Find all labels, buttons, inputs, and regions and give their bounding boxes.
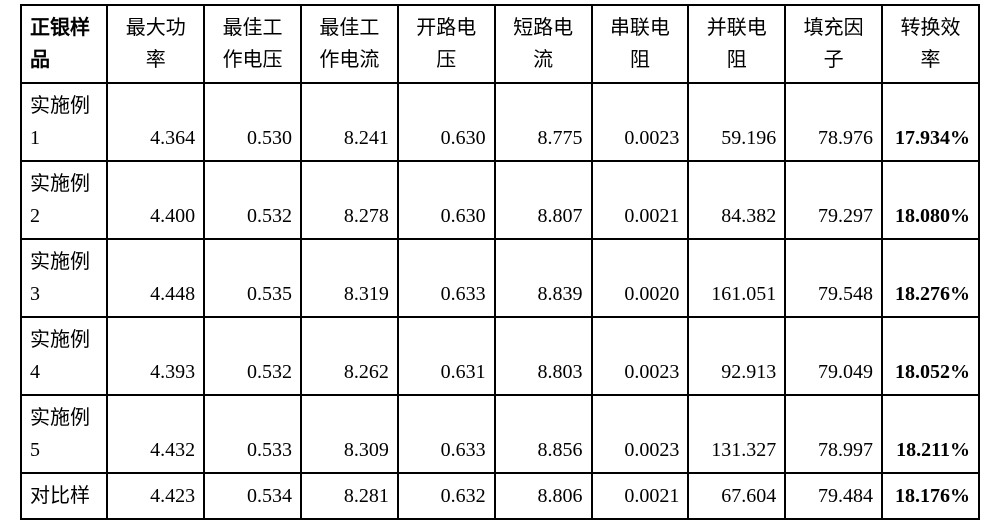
value-cell: 0.0021 (592, 161, 689, 239)
value-cell: 0.530 (204, 83, 301, 161)
sample-cell: 实施例 4 (21, 317, 107, 395)
value-cell: 0.631 (398, 317, 495, 395)
value-cell: 0.533 (204, 395, 301, 473)
value-cell: 4.364 (107, 83, 204, 161)
value-cell: 0.632 (398, 473, 495, 519)
sample-cell: 对比样 (21, 473, 107, 519)
value-cell: 0.0023 (592, 317, 689, 395)
col-header: 串联电阻 (592, 5, 689, 83)
value-cell: 8.309 (301, 395, 398, 473)
value-cell: 0.0021 (592, 473, 689, 519)
value-cell: 4.432 (107, 395, 204, 473)
value-cell: 8.241 (301, 83, 398, 161)
value-cell: 131.327 (688, 395, 785, 473)
value-cell: 0.633 (398, 395, 495, 473)
efficiency-cell: 18.276% (882, 239, 979, 317)
table-row: 实施例 1 4.364 0.530 8.241 0.630 8.775 0.00… (21, 83, 979, 161)
col-header: 填充因子 (785, 5, 882, 83)
efficiency-cell: 18.211% (882, 395, 979, 473)
value-cell: 0.0020 (592, 239, 689, 317)
value-cell: 0.633 (398, 239, 495, 317)
efficiency-cell: 18.176% (882, 473, 979, 519)
value-cell: 78.997 (785, 395, 882, 473)
value-cell: 4.423 (107, 473, 204, 519)
header-row: 正银样品 最大功率 最佳工作电压 最佳工作电流 开路电压 短路电流 串联电阻 并… (21, 5, 979, 83)
value-cell: 0.532 (204, 317, 301, 395)
sample-cell: 实施例 5 (21, 395, 107, 473)
value-cell: 161.051 (688, 239, 785, 317)
value-cell: 8.281 (301, 473, 398, 519)
col-header: 并联电阻 (688, 5, 785, 83)
value-cell: 8.775 (495, 83, 592, 161)
table-body: 实施例 1 4.364 0.530 8.241 0.630 8.775 0.00… (21, 83, 979, 519)
value-cell: 0.532 (204, 161, 301, 239)
col-header: 最佳工作电流 (301, 5, 398, 83)
value-cell: 79.484 (785, 473, 882, 519)
efficiency-cell: 17.934% (882, 83, 979, 161)
sample-cell: 实施例 2 (21, 161, 107, 239)
value-cell: 8.278 (301, 161, 398, 239)
value-cell: 8.803 (495, 317, 592, 395)
value-cell: 4.393 (107, 317, 204, 395)
col-header-sample: 正银样品 (21, 5, 107, 83)
col-header: 短路电流 (495, 5, 592, 83)
efficiency-cell: 18.052% (882, 317, 979, 395)
table-row: 实施例 3 4.448 0.535 8.319 0.633 8.839 0.00… (21, 239, 979, 317)
value-cell: 0.630 (398, 161, 495, 239)
value-cell: 59.196 (688, 83, 785, 161)
table-row: 实施例 2 4.400 0.532 8.278 0.630 8.807 0.00… (21, 161, 979, 239)
value-cell: 8.319 (301, 239, 398, 317)
value-cell: 0.0023 (592, 395, 689, 473)
value-cell: 0.0023 (592, 83, 689, 161)
data-table-container: 正银样品 最大功率 最佳工作电压 最佳工作电流 开路电压 短路电流 串联电阻 并… (20, 4, 980, 520)
col-header: 转换效率 (882, 5, 979, 83)
value-cell: 78.976 (785, 83, 882, 161)
value-cell: 79.297 (785, 161, 882, 239)
value-cell: 8.807 (495, 161, 592, 239)
value-cell: 67.604 (688, 473, 785, 519)
value-cell: 84.382 (688, 161, 785, 239)
value-cell: 0.630 (398, 83, 495, 161)
value-cell: 8.839 (495, 239, 592, 317)
col-header: 最佳工作电压 (204, 5, 301, 83)
value-cell: 8.262 (301, 317, 398, 395)
value-cell: 92.913 (688, 317, 785, 395)
value-cell: 0.535 (204, 239, 301, 317)
data-table: 正银样品 最大功率 最佳工作电压 最佳工作电流 开路电压 短路电流 串联电阻 并… (20, 4, 980, 520)
value-cell: 8.806 (495, 473, 592, 519)
efficiency-cell: 18.080% (882, 161, 979, 239)
value-cell: 79.049 (785, 317, 882, 395)
value-cell: 4.448 (107, 239, 204, 317)
col-header: 最大功率 (107, 5, 204, 83)
table-row: 实施例 5 4.432 0.533 8.309 0.633 8.856 0.00… (21, 395, 979, 473)
value-cell: 0.534 (204, 473, 301, 519)
table-row: 实施例 4 4.393 0.532 8.262 0.631 8.803 0.00… (21, 317, 979, 395)
value-cell: 4.400 (107, 161, 204, 239)
value-cell: 8.856 (495, 395, 592, 473)
table-header: 正银样品 最大功率 最佳工作电压 最佳工作电流 开路电压 短路电流 串联电阻 并… (21, 5, 979, 83)
table-row: 对比样 4.423 0.534 8.281 0.632 8.806 0.0021… (21, 473, 979, 519)
value-cell: 79.548 (785, 239, 882, 317)
sample-cell: 实施例 1 (21, 83, 107, 161)
sample-cell: 实施例 3 (21, 239, 107, 317)
col-header: 开路电压 (398, 5, 495, 83)
